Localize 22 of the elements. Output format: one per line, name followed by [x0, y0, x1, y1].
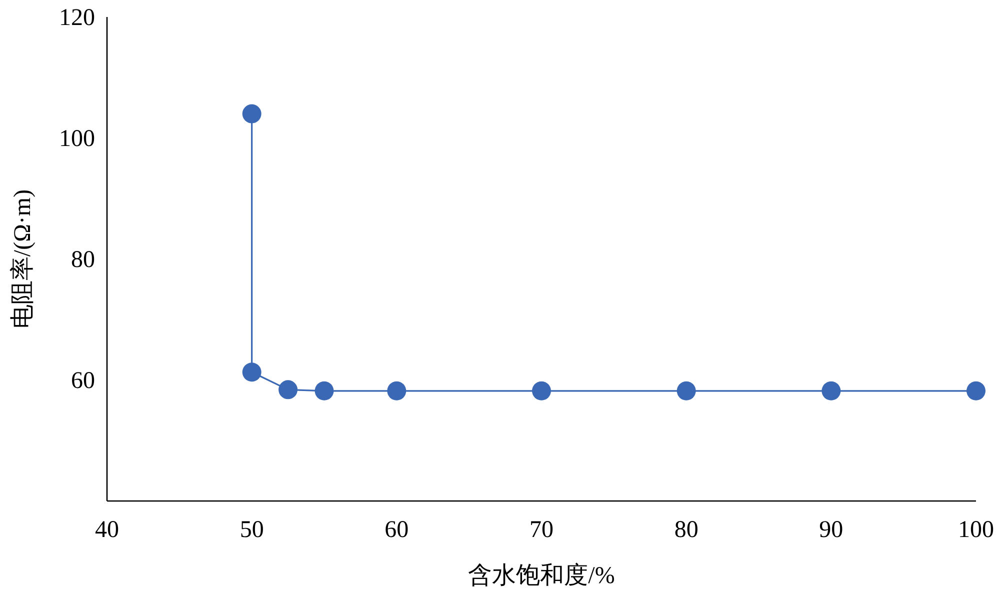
y-tick-label: 100	[59, 126, 95, 152]
x-tick-label: 80	[674, 517, 698, 543]
point	[387, 381, 406, 400]
point	[532, 381, 551, 400]
x-tick-label: 70	[530, 517, 554, 543]
x-tick-label: 90	[819, 517, 844, 543]
x-tick-label: 50	[240, 517, 264, 543]
point	[242, 362, 262, 382]
point	[966, 381, 986, 400]
x-tick-label: 60	[384, 517, 409, 543]
x-tick-label: 40	[95, 517, 119, 543]
point	[278, 380, 298, 400]
x-tick-label: 100	[958, 517, 994, 543]
y-tick-label: 80	[71, 247, 95, 273]
point	[822, 381, 841, 400]
y-axis-title: 电阻率/(Ω·m)	[9, 189, 36, 329]
y-tick-label: 120	[59, 5, 95, 31]
point	[314, 381, 334, 400]
x-axis-title: 含水饱和度/%	[468, 562, 615, 589]
point	[676, 381, 696, 400]
y-tick-label: 60	[71, 368, 95, 394]
point	[242, 104, 262, 124]
